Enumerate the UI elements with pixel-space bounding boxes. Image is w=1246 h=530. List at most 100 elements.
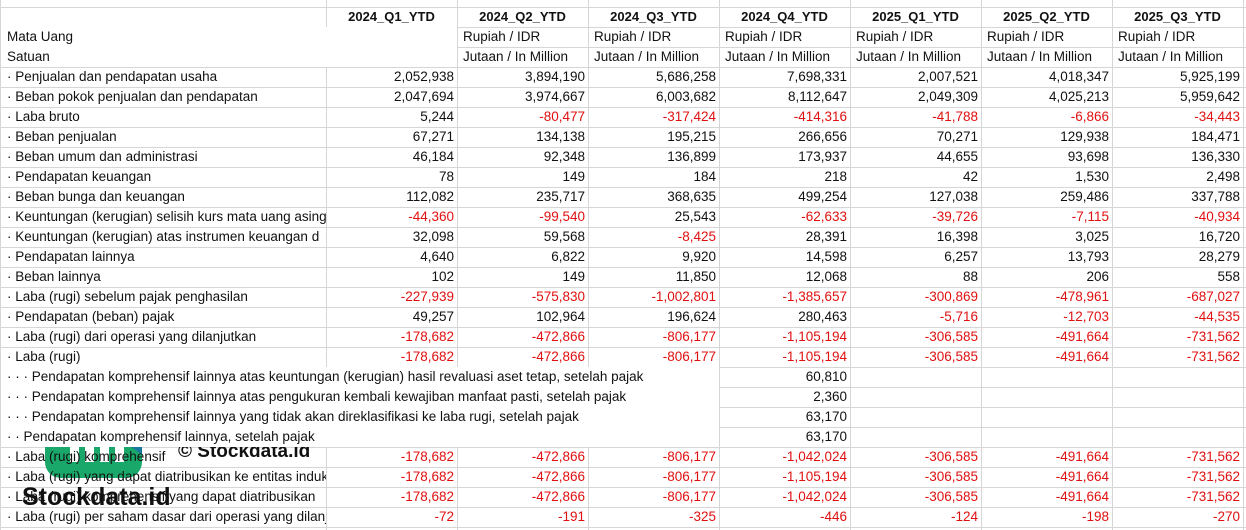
value-cell: -41,788 xyxy=(932,109,978,124)
row-line xyxy=(0,467,1246,468)
value-cell: 136,899 xyxy=(667,149,716,164)
row-line xyxy=(0,287,1246,288)
value-cell: 4,640 xyxy=(420,249,454,264)
value-cell: 7,698,331 xyxy=(786,69,847,84)
value-cell: 88 xyxy=(962,269,978,284)
value-cell: -731,562 xyxy=(1186,329,1240,344)
value-cell: 218 xyxy=(824,169,847,184)
value-cell: 8,112,647 xyxy=(787,89,847,104)
value-cell: -472,866 xyxy=(531,489,585,504)
unit-cell: Jutaan / In Million xyxy=(594,49,700,64)
value-cell: -178,682 xyxy=(400,329,454,344)
value-cell: -414,316 xyxy=(793,109,847,124)
row-label: · Laba (rugi) sebelum pajak penghasilan xyxy=(7,289,248,304)
value-cell: 2,498 xyxy=(1206,169,1240,184)
column-header: 2025_Q2_YTD xyxy=(1003,9,1090,24)
value-cell: 63,170 xyxy=(805,429,847,444)
value-cell: -124 xyxy=(950,509,978,524)
col-line xyxy=(1112,0,1113,530)
value-cell: 2,047,694 xyxy=(393,89,454,104)
col-line xyxy=(326,0,327,530)
value-cell: -1,002,801 xyxy=(651,289,716,304)
value-cell: -478,961 xyxy=(1055,289,1109,304)
row-label: Satuan xyxy=(1,47,457,67)
row-label: · · · Pendapatan komprehensif lainnya ya… xyxy=(1,407,719,427)
value-cell: 196,624 xyxy=(667,309,716,324)
value-cell: -5,716 xyxy=(939,309,978,324)
col-line xyxy=(457,0,458,530)
value-cell: 259,486 xyxy=(1060,189,1109,204)
row-line xyxy=(0,487,1246,488)
value-cell: 2,049,309 xyxy=(917,89,978,104)
row-line xyxy=(0,187,1246,188)
row-line xyxy=(0,307,1246,308)
value-cell: 28,279 xyxy=(1198,249,1240,264)
value-cell: -1,105,194 xyxy=(782,329,847,344)
value-cell: 9,920 xyxy=(682,249,716,264)
value-cell: -34,443 xyxy=(1194,109,1240,124)
row-line xyxy=(0,247,1246,248)
value-cell: 6,257 xyxy=(944,249,978,264)
row-line xyxy=(0,347,1246,348)
value-cell: -62,633 xyxy=(801,209,847,224)
value-cell: -7,115 xyxy=(1071,209,1109,224)
value-cell: 14,598 xyxy=(805,249,847,264)
row-label: · Laba bruto xyxy=(7,109,80,124)
value-cell: 67,271 xyxy=(412,129,454,144)
unit-cell: Rupiah / IDR xyxy=(856,29,934,44)
value-cell: 2,360 xyxy=(813,389,847,404)
row-label: · Keuntungan (kerugian) selisih kurs mat… xyxy=(7,209,326,224)
value-cell: -491,664 xyxy=(1055,349,1109,364)
col-line xyxy=(1243,0,1244,530)
value-cell: 195,215 xyxy=(667,129,716,144)
column-header: 2024_Q1_YTD xyxy=(348,9,435,24)
value-cell: 499,254 xyxy=(798,189,847,204)
value-cell: -306,585 xyxy=(924,489,978,504)
value-cell: -325 xyxy=(688,509,716,524)
value-cell: 3,974,667 xyxy=(524,89,585,104)
column-header: 2025_Q3_YTD xyxy=(1134,9,1221,24)
value-cell: -178,682 xyxy=(400,469,454,484)
row-line xyxy=(0,47,1246,48)
value-cell: 78 xyxy=(438,169,454,184)
col-line xyxy=(0,0,1,530)
value-cell: -306,585 xyxy=(924,449,978,464)
value-cell: 6,822 xyxy=(551,249,585,264)
value-cell: -306,585 xyxy=(924,349,978,364)
row-line xyxy=(0,527,1246,528)
unit-cell: Jutaan / In Million xyxy=(987,49,1093,64)
value-cell: 102,964 xyxy=(536,309,585,324)
col-line xyxy=(588,0,589,530)
value-cell: 93,698 xyxy=(1067,149,1109,164)
value-cell: 16,720 xyxy=(1198,229,1240,244)
value-cell: 149 xyxy=(562,269,585,284)
value-cell: -687,027 xyxy=(1186,289,1240,304)
value-cell: -270 xyxy=(1212,509,1240,524)
col-line xyxy=(981,0,982,530)
value-cell: 44,655 xyxy=(936,149,978,164)
value-cell: -39,726 xyxy=(932,209,978,224)
row-line xyxy=(0,27,1246,28)
value-cell: 6,003,682 xyxy=(655,89,716,104)
value-cell: -472,866 xyxy=(531,449,585,464)
value-cell: 5,244 xyxy=(420,109,454,124)
unit-cell: Rupiah / IDR xyxy=(987,29,1065,44)
value-cell: -806,177 xyxy=(662,449,716,464)
value-cell: -472,866 xyxy=(531,469,585,484)
value-cell: -1,105,194 xyxy=(782,469,847,484)
value-cell: 184,471 xyxy=(1191,129,1240,144)
unit-cell: Rupiah / IDR xyxy=(594,29,672,44)
unit-cell: Jutaan / In Million xyxy=(725,49,831,64)
row-line xyxy=(0,7,1246,8)
value-cell: 2,007,521 xyxy=(917,69,978,84)
value-cell: -491,664 xyxy=(1055,449,1109,464)
value-cell: -806,177 xyxy=(662,489,716,504)
row-line xyxy=(0,207,1246,208)
value-cell: 11,850 xyxy=(675,269,716,284)
value-cell: -806,177 xyxy=(662,349,716,364)
value-cell: 32,098 xyxy=(412,229,454,244)
row-label: · Laba (rugi) komprehensif xyxy=(7,449,166,464)
value-cell: 184 xyxy=(693,169,716,184)
value-cell: -306,585 xyxy=(924,329,978,344)
value-cell: -1,042,024 xyxy=(782,489,847,504)
